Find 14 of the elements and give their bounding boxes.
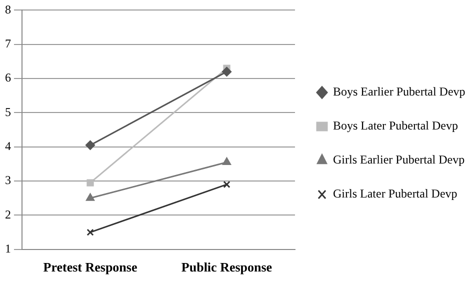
legend-label: Girls Earlier Pubertal Devp <box>333 152 465 167</box>
legend-label: Boys Later Pubertal Devp <box>333 118 458 133</box>
y-tick-label: 2 <box>5 207 11 222</box>
y-tick-label: 3 <box>5 173 11 188</box>
y-tick-label: 8 <box>5 2 11 16</box>
x-tick-label: Pretest Response <box>43 260 138 275</box>
x-tick-label: Public Response <box>181 260 272 275</box>
y-tick-label: 6 <box>5 70 11 85</box>
y-tick-label: 5 <box>5 104 11 119</box>
y-tick-label: 7 <box>5 36 11 51</box>
y-tick-label: 4 <box>5 139 11 154</box>
y-tick-label: 1 <box>5 242 11 256</box>
legend-label: Boys Earlier Pubertal Devp <box>333 84 466 99</box>
legend-label: Girls Later Pubertal Devp <box>333 186 458 201</box>
